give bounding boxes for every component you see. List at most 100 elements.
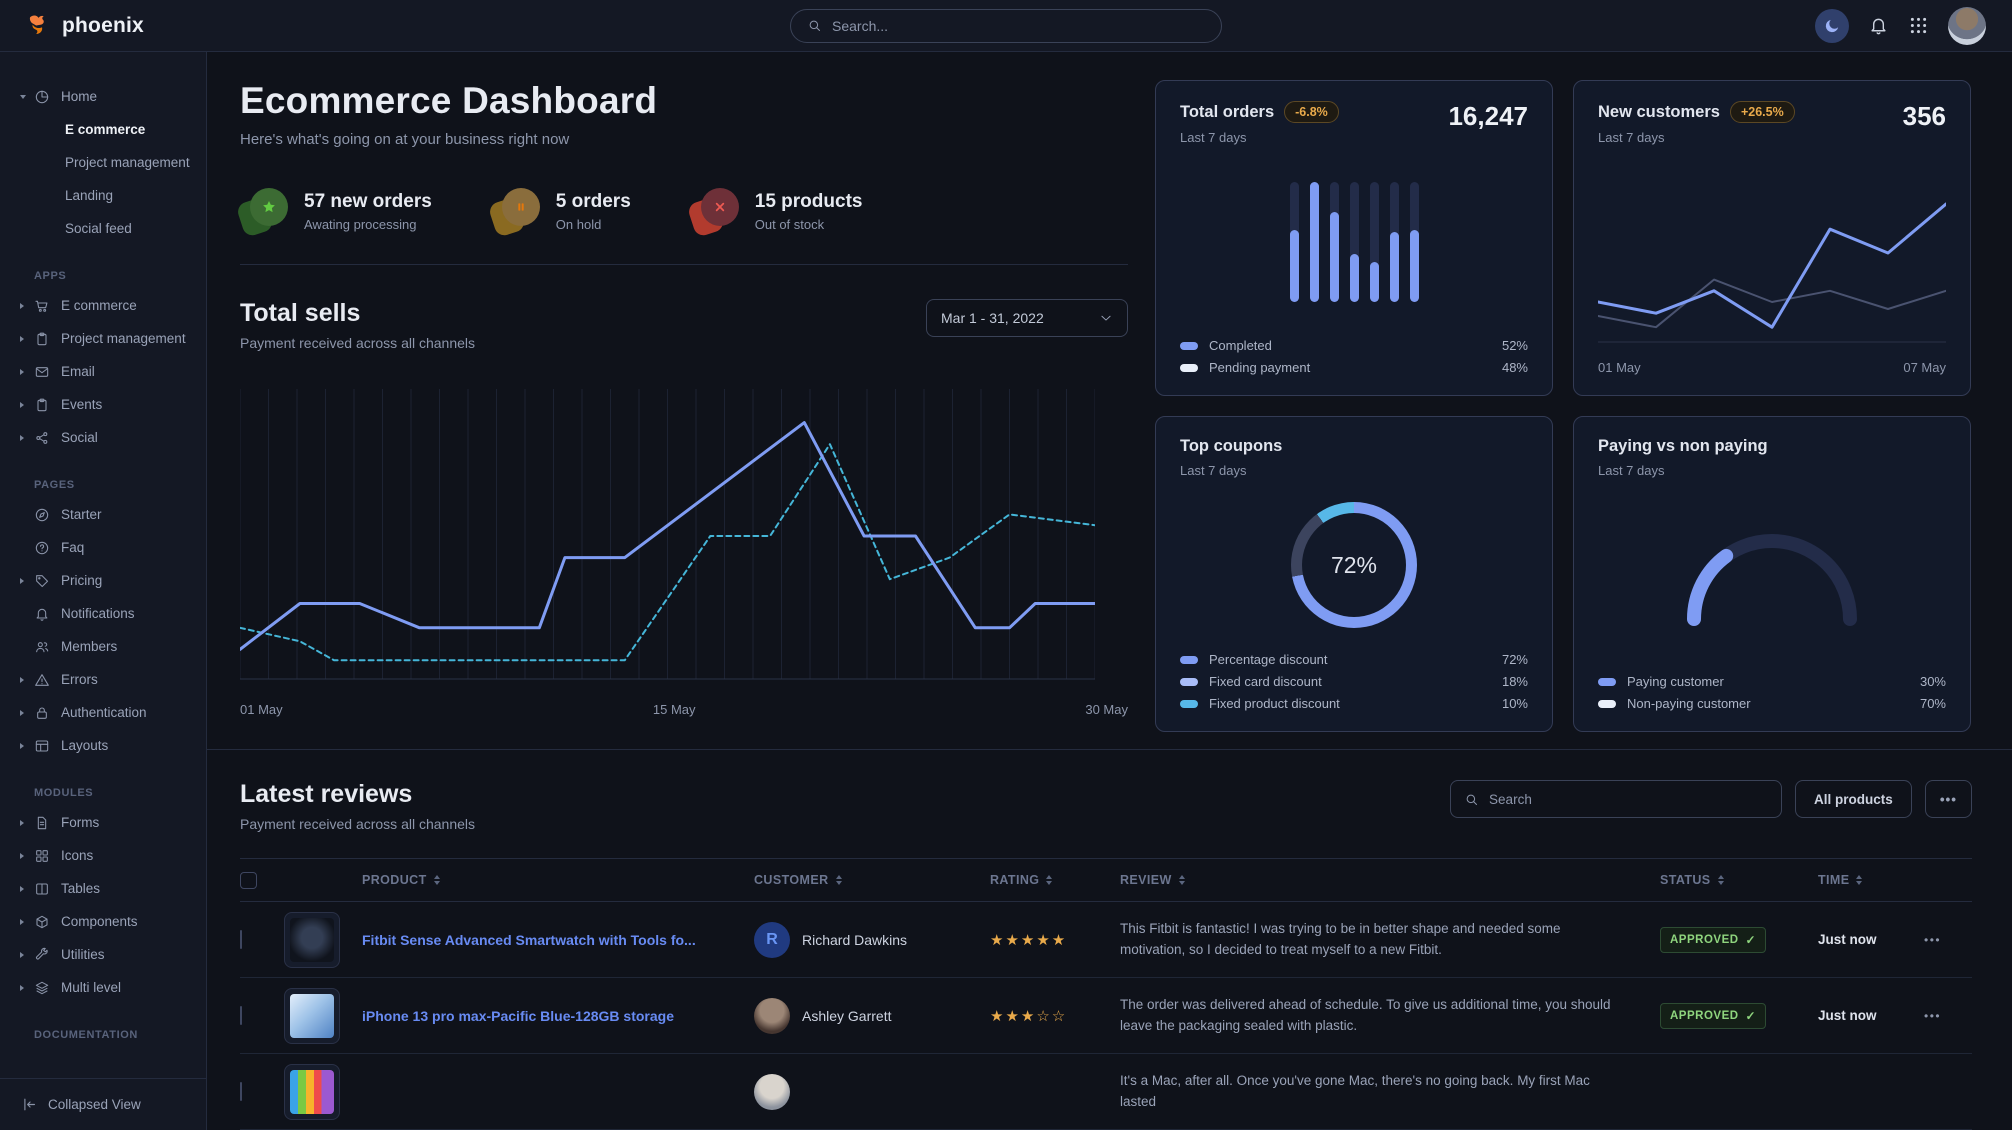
review-time: Just now: [1818, 932, 1877, 947]
global-search-input[interactable]: [832, 17, 1205, 34]
sidebar-item-authentication[interactable]: Authentication: [0, 696, 206, 729]
sidebar-item-forms[interactable]: Forms: [0, 806, 206, 839]
reviews-subtitle: Payment received across all channels: [240, 816, 476, 832]
sidebar-subitem-project-management[interactable]: Project management: [65, 155, 190, 170]
sidebar-item-members[interactable]: Members: [0, 630, 206, 663]
sidebar-item-events[interactable]: Events: [0, 388, 206, 421]
stat-15-products: 15 products Out of stock: [686, 188, 862, 238]
caret-right-icon: [20, 885, 24, 892]
legend-label: Fixed product discount: [1209, 696, 1340, 711]
legend-swatch: [1180, 677, 1198, 686]
more-options-button[interactable]: •••: [1924, 780, 1972, 818]
total-sells-chart-svg: [238, 389, 1097, 680]
column-header-rating[interactable]: RATING: [990, 873, 1120, 887]
apps-grid-button[interactable]: [1908, 15, 1929, 36]
row-menu-button[interactable]: •••: [1924, 932, 1942, 947]
customer-avatar: [754, 1073, 790, 1110]
sidebar-item-label: Social: [61, 430, 98, 445]
users-icon: [34, 639, 50, 655]
new-customers-card: New customers +26.5% Last 7 days 356 01 …: [1573, 80, 1971, 396]
sidebar-subitem-landing[interactable]: Landing: [65, 188, 114, 203]
paying-legend: Paying customer 30% Non-paying customer 70…: [1598, 674, 1946, 711]
columns-icon: [34, 881, 50, 897]
caret-right-icon: [20, 676, 24, 683]
legend-item: Non-paying customer 70%: [1598, 696, 1946, 711]
question-icon: [34, 540, 50, 556]
caret-right-icon: [20, 918, 24, 925]
sidebar-item-multi-level[interactable]: Multi level: [0, 971, 206, 1004]
sidebar-item-label: Starter: [61, 507, 102, 522]
sidebar-item-label: Pricing: [61, 573, 103, 588]
sidebar-item-errors[interactable]: Errors: [0, 663, 206, 696]
sidebar-item-email[interactable]: Email: [0, 355, 206, 388]
sidebar-item-faq[interactable]: Faq: [0, 531, 206, 564]
legend-value: 52%: [1501, 338, 1528, 353]
reviews-search[interactable]: [1450, 780, 1783, 818]
sidebar-subitem-social-feed[interactable]: Social feed: [65, 221, 132, 236]
bell-icon: [1868, 15, 1889, 36]
sidebar-item-e-commerce[interactable]: E commerce: [0, 289, 206, 322]
order-bar: [1289, 181, 1299, 302]
legend-label: Percentage discount: [1209, 652, 1328, 667]
product-link[interactable]: Fitbit Sense Advanced Smartwatch with To…: [362, 931, 696, 948]
page-title: Ecommerce Dashboard: [240, 80, 658, 121]
date-range-select[interactable]: Mar 1 - 31, 2022: [926, 299, 1128, 337]
share-icon: [34, 430, 50, 446]
sort-icon: [433, 875, 440, 885]
sidebar-item-notifications[interactable]: Notifications: [0, 597, 206, 630]
top-coupons-card: Top coupons Last 7 days 72% Percentage d…: [1155, 416, 1553, 732]
legend-label: Pending payment: [1209, 360, 1311, 375]
global-search[interactable]: [790, 8, 1222, 43]
legend-value: 70%: [1919, 696, 1946, 711]
all-products-button[interactable]: All products: [1795, 780, 1912, 818]
chevron-down-icon: [1099, 311, 1113, 325]
latest-reviews-section: Latest reviews Payment received across a…: [207, 749, 2012, 1130]
orders-legend: Completed 52% Pending payment 48%: [1180, 338, 1528, 375]
check-icon: ✓: [1745, 932, 1757, 947]
column-header-customer[interactable]: CUSTOMER: [754, 873, 990, 887]
apps-grid-icon: [1908, 15, 1929, 36]
row-checkbox[interactable]: [240, 929, 242, 949]
card-period: Last 7 days: [1180, 130, 1247, 145]
reviews-search-input[interactable]: [1489, 791, 1769, 807]
row-checkbox[interactable]: [240, 1081, 242, 1101]
layers-icon: [34, 980, 50, 996]
brand[interactable]: phoenix: [26, 12, 144, 39]
sidebar-item-icons[interactable]: Icons: [0, 839, 206, 872]
column-header-product[interactable]: PRODUCT: [362, 873, 754, 887]
sidebar-item-layouts[interactable]: Layouts: [0, 729, 206, 762]
user-avatar[interactable]: [1948, 6, 1986, 45]
caret-right-icon: [20, 401, 24, 408]
review-text: It's a Mac, after all. Once you've gone …: [1120, 1072, 1590, 1109]
column-header-time[interactable]: TIME: [1818, 873, 1924, 887]
sidebar-item-label: Icons: [61, 848, 94, 863]
sidebar-item-utilities[interactable]: Utilities: [0, 938, 206, 971]
legend-item: Completed 52%: [1180, 338, 1528, 353]
sidebar-subitem-e-commerce[interactable]: E commerce: [65, 122, 146, 137]
select-all-checkbox[interactable]: [240, 871, 257, 889]
sidebar-item-tables[interactable]: Tables: [0, 872, 206, 905]
caret-right-icon: [20, 335, 24, 342]
theme-toggle-button[interactable]: [1815, 8, 1849, 43]
sidebar-item-home[interactable]: Home: [0, 80, 206, 113]
order-bar: [1389, 181, 1399, 302]
status-label: APPROVED: [1670, 1009, 1739, 1022]
row-checkbox[interactable]: [240, 1005, 242, 1025]
caret-right-icon: [20, 742, 24, 749]
x-label: 01 May: [1598, 360, 1641, 375]
sidebar-item-starter[interactable]: Starter: [0, 498, 206, 531]
sidebar-item-components[interactable]: Components: [0, 905, 206, 938]
collapse-view-button[interactable]: Collapsed View: [0, 1078, 206, 1130]
sidebar-item-project-management[interactable]: Project management: [0, 322, 206, 355]
column-header-review[interactable]: REVIEW: [1120, 873, 1660, 887]
notifications-button[interactable]: [1868, 15, 1889, 36]
column-header-status[interactable]: STATUS: [1660, 873, 1818, 887]
sidebar-item-social[interactable]: Social: [0, 421, 206, 454]
legend-value: 10%: [1501, 696, 1528, 711]
product-link[interactable]: iPhone 13 pro max-Pacific Blue-128GB sto…: [362, 1007, 674, 1024]
row-menu-button[interactable]: •••: [1924, 1008, 1942, 1023]
sidebar-item-pricing[interactable]: Pricing: [0, 564, 206, 597]
total-sells-chart: 01 May 15 May 30 May: [238, 389, 1128, 722]
star-icon: [235, 188, 288, 238]
customer-avatar: [754, 997, 790, 1034]
